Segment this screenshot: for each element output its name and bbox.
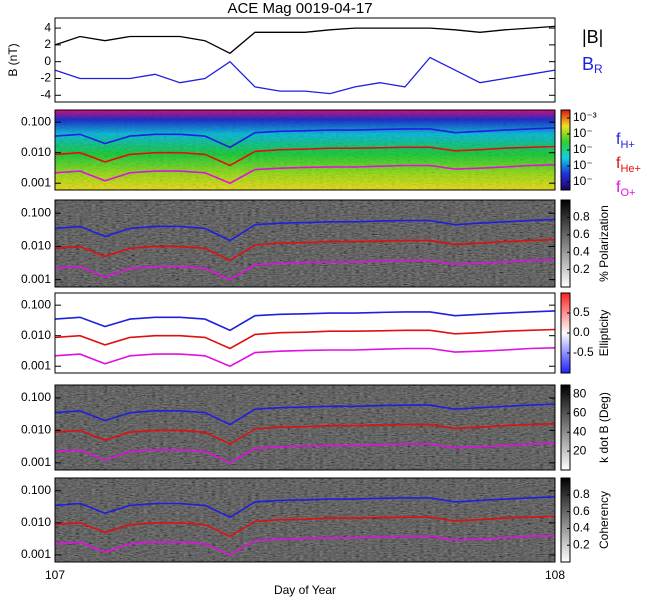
spectrogram-texture [55, 333, 555, 373]
colorbar-tick-label: 10⁻ [573, 126, 593, 140]
y-tick-label: 0.100 [21, 297, 51, 311]
frequency-line [54, 164, 556, 185]
colorbar-tick-label: -0.5 [573, 345, 594, 359]
colorbar-tick-label: 0.2 [573, 262, 590, 276]
colorbar-tick-label: 20 [573, 443, 587, 457]
x-axis-label: Day of Year [274, 583, 336, 597]
x-tick-label: 108 [545, 568, 565, 582]
colorbar-tick-label: 0.2 [573, 537, 590, 551]
frequency-line [54, 403, 556, 426]
y-tick-label: 0.100 [21, 483, 51, 497]
y-tick-label: 0.001 [21, 547, 51, 561]
colorbar-tick-label: 0.4 [573, 521, 590, 535]
colorbar-tick-label: 0.6 [573, 504, 590, 518]
colorbar [560, 199, 571, 288]
y-tick-label: -4 [40, 87, 51, 101]
colorbar-tick-label: 0.5 [573, 305, 590, 319]
y-tick-label: 0.001 [21, 272, 51, 286]
colorbar [560, 477, 571, 563]
colorbar-tick-label: 10⁻³ [573, 110, 597, 124]
colorbar-tick-label: 0.8 [573, 487, 590, 501]
y-tick-label: 0.010 [21, 515, 51, 529]
legend-entry: |B| [582, 27, 603, 47]
y-tick-label: -2 [40, 71, 51, 85]
frequency-line [54, 238, 556, 262]
colorbar-tick-label: 10⁻ [573, 158, 593, 172]
y-tick-label: 0.001 [21, 358, 51, 372]
y-tick-label: 0.100 [21, 390, 51, 404]
plot-frame [54, 292, 556, 374]
colorbar-label: k dot B (Deg) [597, 392, 611, 463]
frequency-line [54, 515, 556, 538]
plot-frame [54, 477, 556, 563]
plot-frame [54, 109, 556, 191]
colorbar-tick-label: 0.0 [573, 325, 590, 339]
y-tick-label: 4 [44, 20, 51, 34]
colorbar-label: Coherency [597, 491, 611, 549]
colorbar-tick-label: 80 [573, 387, 587, 401]
frequency-line [54, 218, 556, 242]
y-tick-label: 0.010 [21, 239, 51, 253]
y-tick-label: 0.001 [21, 175, 51, 189]
plot-frame [54, 17, 556, 103]
line [54, 25, 556, 55]
colorbar-tick-label: 10⁻ [573, 174, 593, 188]
frequency-line [54, 328, 556, 350]
y-tick-label: 0.010 [21, 145, 51, 159]
frequency-line [54, 127, 556, 149]
frequency-line [54, 347, 556, 368]
y-axis-label: B (nT) [6, 43, 20, 76]
colorbar-tick-label: 10⁻ [573, 142, 593, 156]
frequency-line [54, 496, 556, 519]
colorbar [560, 384, 571, 471]
legend-entry: fHe+ [616, 155, 641, 175]
y-tick-label: 0.001 [21, 455, 51, 469]
frequency-line [54, 310, 556, 332]
frequency-line [54, 534, 556, 556]
y-tick-label: 0 [44, 54, 51, 68]
y-tick-label: 0.100 [21, 205, 51, 219]
plot-frame [54, 384, 556, 471]
colorbar-tick-label: 40 [573, 424, 587, 438]
frequency-line [54, 442, 556, 464]
colorbar-label: Ellipticity [597, 310, 611, 357]
y-tick-label: 0.010 [21, 328, 51, 342]
plot-frame [54, 199, 556, 288]
legend-entry: fH+ [616, 131, 635, 151]
y-tick-label: 0.010 [21, 423, 51, 437]
colorbar-tick-label: 0.4 [573, 244, 590, 258]
colorbar-tick-label: 0.8 [573, 210, 590, 224]
frequency-line [54, 258, 556, 281]
colorbar-tick-label: 0.6 [573, 227, 590, 241]
line [54, 56, 556, 95]
y-tick-label: 2 [44, 37, 51, 51]
frequency-line [54, 145, 556, 167]
frequency-line [54, 422, 556, 445]
legend-entry: fO+ [616, 179, 635, 199]
x-tick-label: 107 [45, 568, 65, 582]
legend-entry: BR [582, 54, 603, 76]
chart-title: ACE Mag 0019-04-17 [227, 0, 372, 17]
colorbar-label: % Polarization [597, 205, 611, 282]
y-tick-label: 0.100 [21, 114, 51, 128]
colorbar-tick-label: 60 [573, 406, 587, 420]
